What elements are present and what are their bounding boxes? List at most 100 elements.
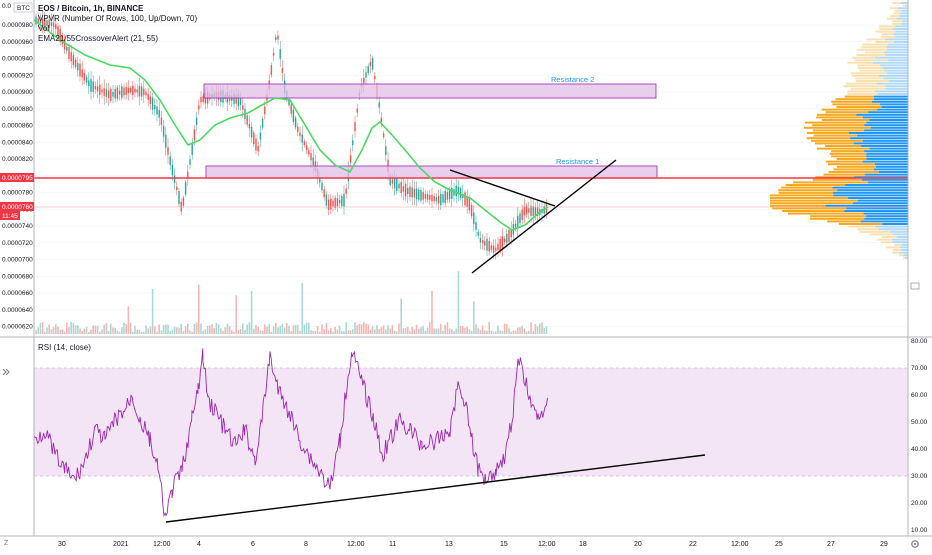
candle-body [35,16,37,25]
volume-bar [132,331,134,334]
resistance-2-box[interactable] [203,83,657,99]
volume-bar [283,327,286,334]
price-scale-settings-icon[interactable] [910,282,920,290]
vpvr-bar-up [829,152,867,155]
time-tick-label: 12:00 [347,541,365,548]
volume-bar [44,331,46,334]
volume-bar [121,327,123,334]
volume-bar [523,328,526,334]
triangle-upper-trendline[interactable] [449,169,556,207]
ema-legend[interactable]: EMA21/55CrossoverAlert (21, 55) [38,34,159,43]
candle-body [246,115,248,125]
vpvr-bar-down [864,150,908,153]
candle-body [235,94,237,104]
settings-gear-icon[interactable] [911,540,919,548]
vpvr-bar-down [901,9,908,12]
candle-body [72,55,75,65]
vpvr-bar-up [770,194,834,197]
candle-body [349,155,352,163]
candle-body [308,150,310,155]
vpvr-bar-down [873,98,908,101]
candle-body [281,68,284,73]
candle-body [363,77,365,84]
volume-bar [72,322,75,334]
volume-bar [116,330,119,334]
candle-body [521,209,523,220]
vpvr-bar-down [885,54,908,56]
vpvr-bar-down [905,256,908,259]
vpvr-bar-up [816,116,863,119]
candle-body [134,88,136,93]
candle-body [523,206,526,216]
volume-bar [455,328,457,334]
time-axis[interactable]: 30 2021 12:00 4 6 8 12:00 11 13 15 12:00 18 20 22 12:0… [58,541,888,548]
vol-legend[interactable]: Vol [38,24,50,33]
double-chevron-icon[interactable] [2,368,10,376]
volume-bar [253,328,255,334]
volume-bar [347,330,350,334]
vpvr-bar-up [881,236,897,238]
candle-body [508,229,510,243]
volume-bar [365,323,367,334]
price-tick-label: 0.0000840 [2,139,33,146]
vpvr-bar-up [827,220,861,223]
vpvr-bar-down [856,113,908,116]
volume-bar [327,330,330,334]
candle-body [336,198,339,207]
rsi-axis[interactable]: 80.00 70.00 60.00 50.00 40.00 30.00 20.00 10.00 [911,338,928,534]
candle-body [479,238,482,243]
candle-body [433,196,435,201]
candle-body [94,86,97,90]
resistance-1-box[interactable] [205,165,658,179]
candle-body [233,93,235,105]
candle-body [466,196,468,207]
volume-bar [171,329,174,334]
vpvr-bar-up [812,124,865,127]
volume-bar [519,327,521,334]
candle-body [162,125,165,137]
vpvr-bar-down [874,163,908,166]
volume-bar [545,326,548,334]
vpvr-bar-up [857,67,883,69]
countdown-badge [0,211,20,220]
triangle-lower-trendline[interactable] [471,159,617,274]
vpvr-bar-down [885,38,908,41]
volume-bar [85,326,88,334]
volume-bar [343,331,345,334]
volume-bar [149,326,152,334]
vpvr-bar-down [867,181,908,184]
candle-body [303,141,306,146]
unit-badge[interactable] [13,2,33,13]
candle-body [165,134,167,148]
zoom-icon[interactable]: Z [4,540,9,547]
volume-bar [411,326,413,334]
time-tick-label: 12:00 [538,541,556,548]
volume-bar [297,324,299,334]
volume-bar [213,328,215,334]
vpvr-bar-up [855,77,884,80]
volume-bar [68,327,70,334]
vpvr-bar-up [879,28,893,30]
volume-bar [345,322,347,334]
candle-body [492,245,495,253]
candle-body [393,177,396,189]
volume-bar [63,331,66,334]
vpvr-bar-down [866,215,908,218]
candle-body [334,197,336,209]
volume-bar [268,324,270,334]
vpvr-bar-up [880,35,896,38]
volume-bar [83,328,86,334]
vpvr-bar-down [888,80,908,82]
price-tick-label: 0.0000640 [2,307,33,314]
symbol-title[interactable]: EOS / Bitcoin, 1h, BINANCE [38,4,144,13]
rsi-trendline[interactable] [165,454,706,523]
vpvr-legend[interactable]: VPVR (Number Of Rows, 100, Up/Down, 70) [38,14,198,23]
volume-bar [385,329,387,334]
volume-bar [321,324,323,334]
candle-body [132,85,134,95]
rsi-legend[interactable]: RSI (14, close) [38,343,91,352]
candle-body [501,236,504,249]
candle-body [237,93,240,106]
rsi-band [34,368,908,476]
